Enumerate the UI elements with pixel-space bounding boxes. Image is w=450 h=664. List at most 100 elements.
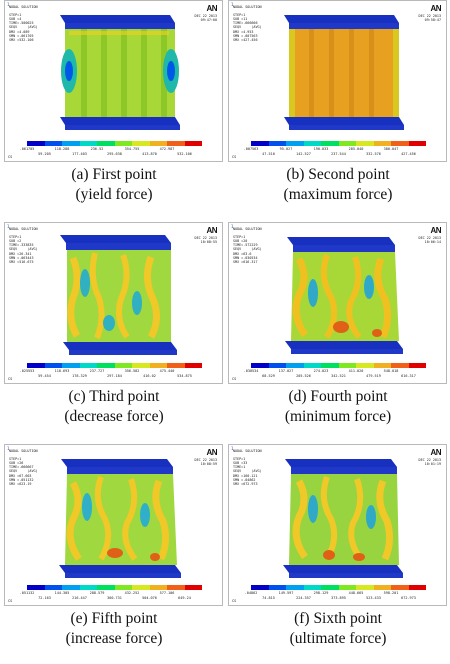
- header-line: TIME=.666666: [233, 21, 258, 26]
- legend-swatch: [391, 363, 409, 368]
- legend-ticks-d: .030534 137.027 274.023 411.020 548.018 68.52…: [244, 369, 426, 381]
- legend-tick-label: 149.597: [278, 591, 294, 595]
- header-line: NODAL SOLUTION: [233, 449, 262, 453]
- header-line: TIME=.333835: [9, 243, 34, 248]
- figure-cell-a: 1 NODAL SOLUTION STEP=1 SUB =4 TIME=.50002…: [4, 0, 224, 205]
- header-line: SUB =4: [9, 17, 22, 22]
- color-legend-e: .051132 144.305 288.579 432.252 577.106 72.16…: [20, 585, 202, 605]
- corner-marker: 1: [231, 2, 234, 7]
- caption-b-line1: (b) Second point: [286, 166, 390, 183]
- legend-swatch: [149, 141, 167, 146]
- legend-tick-label: .051132: [19, 591, 35, 595]
- legend-tick-label: 523.433: [366, 596, 381, 600]
- caption-a-line1: (a) First point: [71, 166, 157, 183]
- legend-tick-label: .061705: [19, 147, 35, 151]
- legend-swatch: [321, 363, 339, 368]
- top-plate-a: [60, 15, 175, 23]
- legend-swatch: [408, 141, 426, 146]
- deformed-model-a: [60, 15, 180, 130]
- date-line: 09:58:47: [424, 18, 441, 23]
- caption-c-line1: (c) Third point: [68, 388, 160, 405]
- legend-bar: [251, 363, 426, 368]
- header-line: NODAL SOLUTION: [233, 227, 262, 231]
- ansys-logo: AN: [206, 4, 217, 13]
- deformed-model-d: [285, 237, 403, 354]
- legend-swatch: [44, 141, 62, 146]
- coordinate-system-label: CS: [232, 599, 237, 603]
- legend-tick-label: 598.201: [383, 591, 399, 595]
- legend-swatch: [286, 141, 304, 146]
- legend-swatch: [79, 141, 97, 146]
- legend-swatch: [97, 141, 115, 146]
- legend-swatch: [391, 141, 409, 146]
- legend-swatch: [286, 363, 304, 368]
- date-line: DEC 22 2013: [418, 14, 441, 18]
- legend-tick-label: 288.579: [89, 591, 105, 595]
- legend-tick-label: 672.973: [401, 596, 416, 600]
- header-line: SUB =20: [233, 239, 248, 244]
- contour-panel-b: 1 NODAL SOLUTION STEP=1 SUB =11 TIME=.6666…: [228, 0, 447, 162]
- legend-swatch: [373, 363, 391, 368]
- header-line: NODAL SOLUTION: [9, 227, 38, 231]
- legend-swatch: [132, 363, 150, 368]
- header-line: SMN =.04862: [233, 477, 256, 482]
- legend-tick-label: 534.875: [177, 374, 192, 378]
- header-line: NODAL SOLUTION: [233, 5, 262, 9]
- header-line: SEQV (AVG): [9, 247, 38, 252]
- legend-tick-label: 472.987: [159, 147, 175, 151]
- header-line: STEP=1: [233, 457, 246, 462]
- legend-tick-label: 178.329: [72, 374, 87, 378]
- legend-tick-label: 413.870: [142, 152, 157, 156]
- header-line: STEP=1: [233, 235, 246, 240]
- legend-tick-label: 68.529: [262, 374, 275, 378]
- panel-date-c: DEC 22 2013 10:08:55: [195, 236, 217, 244]
- caption-f-line2: (ultimate force): [289, 630, 387, 647]
- legend-swatch: [167, 141, 185, 146]
- deformed-model-e: [59, 459, 181, 578]
- legend-swatch: [27, 363, 45, 368]
- legend-swatch: [303, 363, 321, 368]
- legend-tick-label: 649.24: [178, 596, 191, 600]
- header-line: SMX =672.973: [233, 481, 258, 486]
- legend-tick-label: 74.815: [262, 596, 275, 600]
- date-line: 10:01:19: [424, 462, 441, 467]
- date-line: 09:47:00: [200, 18, 217, 23]
- legend-ticks-f: .04862 149.597 298.129 448.665 598.201 74.815…: [245, 591, 426, 603]
- legend-swatch: [44, 585, 62, 590]
- header-line: SUB =26: [9, 461, 24, 466]
- color-legend-f: .04862 149.597 298.129 448.665 598.201 74.815…: [245, 585, 426, 605]
- legend-swatch: [184, 363, 202, 368]
- legend-tick-label: 216.447: [72, 596, 87, 600]
- corner-marker: 1: [231, 446, 234, 451]
- contour-panel-d: 1 NODAL SOLUTION STEP=1 SUB =20 TIME=.5722…: [228, 222, 447, 384]
- caption-a-line2: (yield force): [75, 186, 153, 203]
- legend-tick-label: 504.076: [142, 596, 157, 600]
- legend-tick-label: 479.519: [366, 374, 381, 378]
- deformed-model-b: [284, 15, 404, 130]
- color-legend-d: .030534 137.027 274.023 411.020 548.018 68.52…: [244, 363, 426, 383]
- legend-swatch: [373, 585, 391, 590]
- header-line: SEQV (AVG): [233, 25, 262, 30]
- legend-tick-label: 237.727: [89, 369, 105, 373]
- legend-swatch: [286, 585, 304, 590]
- legend-swatch: [338, 141, 356, 146]
- legend-swatch: [149, 585, 167, 590]
- legend-ticks-b: .007563 95.027 190.033 285.040 380.047 47.510…: [244, 147, 426, 159]
- legend-ticks-a: .061705 118.288 236.52 354.755 472.987 59.205…: [20, 147, 202, 159]
- legend-tick-label: 342.521: [331, 374, 346, 378]
- header-line: SMN =.030534: [233, 255, 258, 260]
- legend-swatch: [27, 141, 45, 146]
- header-line: SEQV (AVG): [233, 469, 262, 474]
- header-line: NODAL SOLUTION: [9, 5, 38, 9]
- legend-tick-label: .025553: [19, 369, 35, 373]
- contour-panel-f: 1 NODAL SOLUTION STEP=1 SUB =33 TIME=1 SEQV…: [228, 444, 447, 606]
- header-line: SUB =2: [9, 239, 22, 244]
- legend-tick-label: 205.526: [296, 374, 311, 378]
- legend-tick-label: 274.023: [313, 369, 329, 373]
- figure-cell-b: 1 NODAL SOLUTION STEP=1 SUB =11 TIME=.6666…: [228, 0, 448, 205]
- panel-header-b: NODAL SOLUTION STEP=1 SUB =11 TIME=.666666…: [233, 5, 262, 42]
- panel-date-f: DEC 22 2013 10:01:19: [419, 458, 441, 466]
- legend-tick-label: 448.665: [348, 591, 364, 595]
- header-line: SUB =11: [233, 17, 248, 22]
